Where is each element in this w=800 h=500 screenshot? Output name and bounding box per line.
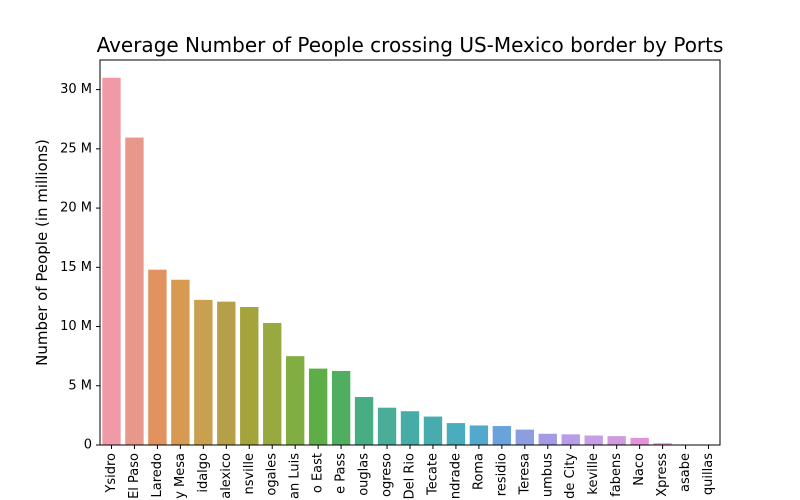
y-tick-label: 0 [84,438,92,453]
bar-20 [561,434,580,445]
x-tick-label: El Paso [127,453,142,499]
bar-1 [125,137,144,446]
x-tick-label: ouglas [357,453,372,496]
x-tick-label: Ysidro [104,453,119,494]
x-tick-label: de City [563,453,578,499]
y-tick-label: 10 M [60,319,92,334]
bar-24 [653,443,672,445]
bar-10 [331,370,351,445]
x-tick-label: Tecate [425,453,440,496]
bar-18 [515,429,534,445]
x-tick-label: Naco [632,453,647,486]
bar-13 [400,411,420,445]
bar-19 [538,433,557,445]
chart-title: Average Number of People crossing US-Mex… [97,33,724,57]
bar-23 [630,437,649,445]
bar-9 [308,368,328,445]
y-tick-label: 20 M [60,201,92,216]
bar-14 [423,416,443,445]
x-tick-label: asabe [678,453,693,492]
x-tick-label: alexico [219,453,234,499]
bar-4 [194,299,213,445]
bar-3 [171,279,190,445]
x-tick-label: o East [311,453,326,493]
x-tick-label: Teresa [517,453,532,496]
x-tick-label: Xpress [655,453,670,497]
bar-0 [102,77,121,446]
x-tick-label: Roma [471,453,486,490]
y-tick-label: 25 M [60,141,92,156]
x-tick-label: ogreso [380,453,395,497]
bar-15 [446,423,466,445]
x-tick-label: quillas [701,453,716,495]
x-tick-label: fabens [609,453,624,497]
bar-12 [377,407,397,445]
y-tick-label: 15 M [60,260,92,275]
bar-16 [469,425,489,445]
bar-2 [148,269,167,445]
x-tick-label: Laredo [150,453,165,498]
bar-7 [263,322,282,445]
x-tick-label: keville [586,453,601,495]
x-tick-label: ndrade [448,453,463,499]
y-axis-label: Number of People (in millions) [33,139,51,366]
bar-21 [584,435,603,445]
bar-17 [492,426,512,445]
bar-5 [217,301,236,445]
x-tick-label: umbus [540,453,555,497]
bar-11 [354,397,374,445]
plot-frame [99,59,721,446]
x-tick-label: an Luis [288,453,303,499]
x-tick-label: e Pass [334,453,349,494]
bar-22 [607,436,626,445]
x-tick-label: ogales [265,453,280,496]
y-tick-label: 5 M [68,378,92,393]
x-tick-label: Del Rio [403,453,418,499]
x-tick-label: idalgo [196,453,211,493]
x-tick-label: residio [494,453,509,496]
x-tick-label: nsville [242,453,257,495]
bar-8 [286,356,305,445]
bar-6 [240,306,259,445]
y-tick-label: 30 M [60,82,92,97]
x-tick-label: y Mesa [173,453,188,499]
